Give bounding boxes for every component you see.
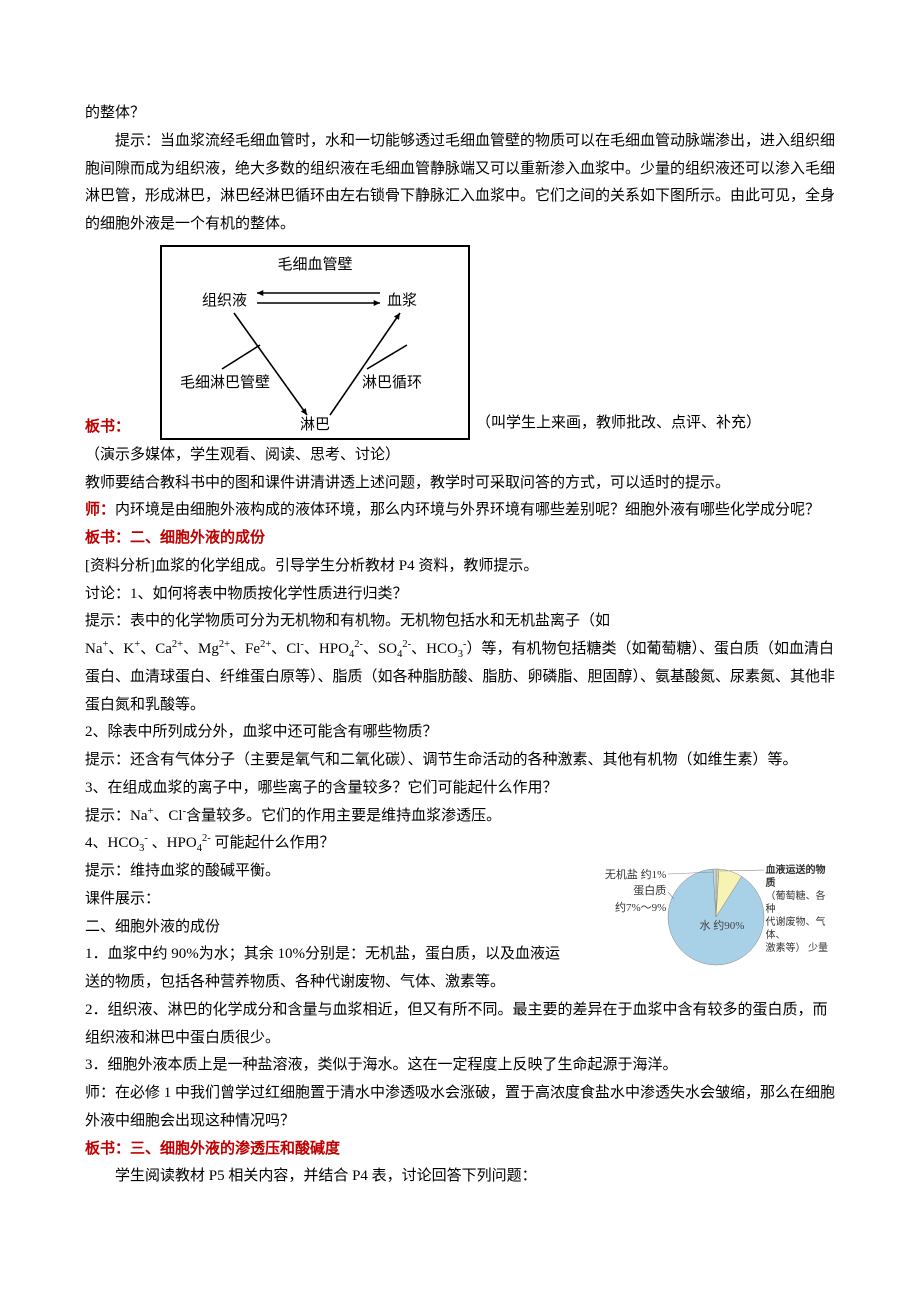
paragraph: 师：在必修 1 中我们曾学过红细胞置于清水中渗透吸水会涨破，置于高浓度食盐水中渗… xyxy=(85,1080,835,1136)
t: 、HPO xyxy=(304,641,349,657)
plasma-pie-chart: 无机盐 约1% 蛋白质 约7%～9% 水 约90% 血液运送的物质 （葡萄糖、各… xyxy=(575,862,835,972)
fluid-relation-diagram: 毛细血管壁组织液 血浆淋巴 毛细淋巴管壁 淋巴循环 xyxy=(160,245,470,440)
paragraph: 讨论：1、如何将表中物质按化学性质进行归类？ xyxy=(85,581,835,609)
paragraph: 4、HCO3- 、HPO42- 可能起什么作用？ xyxy=(85,830,835,858)
board-heading: 板书：三、细胞外液的渗透压和酸碱度 xyxy=(85,1136,835,1164)
right-title: 血液运送的物质 xyxy=(766,864,835,890)
paragraph: [资料分析]血浆的化学组成。引导学生分析教材 P4 资料，教师提示。 xyxy=(85,553,835,581)
protein-label-2: 约7%～9% xyxy=(575,901,666,915)
t: 、Cl xyxy=(153,808,182,824)
t: 、Cl xyxy=(271,641,300,657)
t: 可能起什么作用？ xyxy=(211,835,335,851)
svg-text:毛细淋巴管壁: 毛细淋巴管壁 xyxy=(180,374,270,391)
paragraph: 2、除表中所列成分外，血浆中还可能含有哪些物质？ xyxy=(85,719,835,747)
svg-text:血浆: 血浆 xyxy=(387,291,417,309)
t: 提示：Na xyxy=(85,808,148,824)
paragraph: 学生阅读教材 P5 相关内容，并结合 P4 表，讨论回答下列问题： xyxy=(85,1163,835,1191)
salt-label: 无机盐 约1% xyxy=(575,868,666,882)
t: 、SO xyxy=(363,641,397,657)
paragraph: 提示：表中的化学物质可分为无机物和有机物。无机物包括水和无机盐离子（如 xyxy=(85,608,835,636)
svg-text:毛细血管壁: 毛细血管壁 xyxy=(278,256,353,273)
paragraph: 的整体？ xyxy=(85,100,835,128)
t: 、HPO xyxy=(148,835,197,851)
ion-list: Na+、K+、Ca2+、Mg2+、Fe2+、Cl-、HPO42-、SO42-、H… xyxy=(85,636,835,719)
diagram-svg: 毛细血管壁组织液 血浆淋巴 毛细淋巴管壁 淋巴循环 xyxy=(162,247,468,438)
board-tail: （叫学生上来画，教师批改、点评、补充） xyxy=(476,410,761,442)
teacher-label: 师： xyxy=(85,502,115,518)
svg-text:淋巴循环: 淋巴循环 xyxy=(362,374,422,391)
t: 、K xyxy=(108,641,134,657)
board-text: 二、细胞外液的成份 xyxy=(130,530,265,546)
t: 4、HCO xyxy=(85,835,139,851)
right-lines: （葡萄糖、各种代谢废物、气体、激素等） 少量 xyxy=(766,890,835,955)
paragraph: 3．细胞外液本质上是一种盐溶液，类似于海水。这在一定程度上反映了生命起源于海洋。 xyxy=(85,1052,835,1080)
board-label: 板书： xyxy=(85,530,130,546)
paragraph: 3、在组成血浆的离子中，哪些离子的含量较多？它们可能起什么作用？ xyxy=(85,775,835,803)
pie-left-labels: 无机盐 约1% 蛋白质 约7%～9% xyxy=(575,862,666,917)
pie-right-labels: 血液运送的物质 （葡萄糖、各种代谢废物、气体、激素等） 少量 xyxy=(766,862,835,955)
board-label: 板书： xyxy=(85,414,130,442)
text: 内环境是由细胞外液构成的液体环境，那么内环境与外界环境有哪些差别呢？细胞外液有哪… xyxy=(115,502,820,518)
paragraph: 提示：还含有气体分子（主要是氧气和二氧化碳）、调节生命活动的各种激素、其他有机物… xyxy=(85,747,835,775)
t: 、Ca xyxy=(140,641,172,657)
paragraph: 教师要结合教科书中的图和课件讲清讲透上述问题，教学时可采取问答的方式，可以适时的… xyxy=(85,470,835,498)
protein-label-1: 蛋白质 xyxy=(575,884,666,898)
board-text: 三、细胞外液的渗透压和酸碱度 xyxy=(130,1141,340,1157)
svg-text:淋巴: 淋巴 xyxy=(300,416,330,433)
svg-text:水 约90%: 水 约90% xyxy=(700,919,745,932)
t: 、Fe xyxy=(230,641,260,657)
svg-text:组织液: 组织液 xyxy=(202,292,247,309)
t: 含量较多。它们的作用主要是维持血浆渗透压。 xyxy=(186,808,501,824)
paragraph: （演示多媒体，学生观看、阅读、思考、讨论） xyxy=(85,442,835,470)
paragraph: 师：内环境是由细胞外液构成的液体环境，那么内环境与外界环境有哪些差别呢？细胞外液… xyxy=(85,497,835,525)
diagram-row: 板书： 毛细血管壁组织液 血浆淋巴 毛细淋巴管壁 淋巴循环 （叫学生上来画，教师批改、… xyxy=(85,239,835,442)
board-label: 板书： xyxy=(85,1141,130,1157)
board-heading: 板书：二、细胞外液的成份 xyxy=(85,525,835,553)
t: 、HCO xyxy=(411,641,458,657)
pie-svg: 水 约90% xyxy=(666,862,765,972)
paragraph: 提示：当血浆流经毛细血管时，水和一切能够透过毛细血管壁的物质可以在毛细血管动脉端… xyxy=(85,128,835,239)
t: 、Mg xyxy=(183,641,219,657)
paragraph: 提示：Na+、Cl-含量较多。它们的作用主要是维持血浆渗透压。 xyxy=(85,803,835,831)
paragraph: 2．组织液、淋巴的化学成分和含量与血浆相近，但又有所不同。最主要的差异在于血浆中… xyxy=(85,997,835,1053)
t: Na xyxy=(85,641,103,657)
